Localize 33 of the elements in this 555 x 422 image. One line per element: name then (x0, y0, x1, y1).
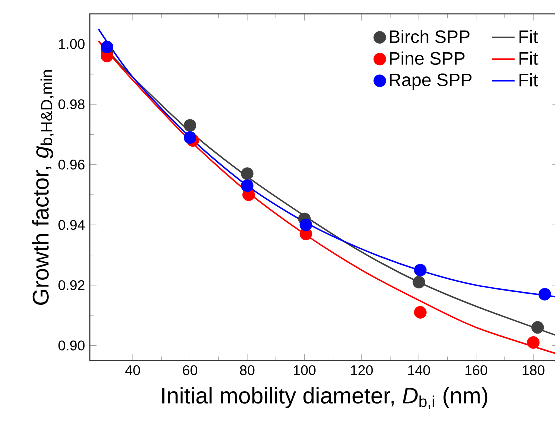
y-axis-title: Growth factor, g$_{b,H&D,min}$ (32, 70, 54, 305)
point (414, 306, 427, 319)
y-tick-label: 0.94 (58, 220, 85, 230)
legend-label: Rape SPP (390, 74, 472, 90)
legend-label: Birch SPP (390, 30, 470, 44)
legend-label: Fit (520, 30, 538, 44)
point (532, 321, 544, 334)
y-tick-label: 0.98 (58, 100, 85, 110)
x-axis-title: Initial mobility diameter, D$_{b,i}$ (nm) (162, 387, 488, 410)
x-tick-label: 40 (126, 366, 140, 376)
x-tick-label: 80 (240, 366, 255, 376)
point (241, 180, 254, 192)
point (100, 41, 114, 54)
point (300, 218, 312, 232)
x-tick-label: 120 (351, 366, 374, 376)
x-tick-label: 180 (522, 366, 545, 376)
point (414, 264, 427, 277)
point (412, 276, 426, 289)
y-tick-label: 0.96 (58, 160, 85, 170)
y-tick-label: 0.90 (58, 340, 85, 351)
y-tick-label: 0.92 (58, 280, 85, 290)
point (184, 119, 196, 132)
point (527, 336, 540, 349)
y-tick-label: 1.00 (59, 39, 85, 50)
point (184, 131, 196, 144)
x-tick-label: 60 (183, 366, 198, 376)
legend-label: Pine SPP (390, 52, 465, 66)
point (241, 168, 254, 180)
x-tick-label: 160 (466, 366, 488, 376)
legend-label: Fit (520, 74, 538, 87)
x-tick-label: 100 (294, 366, 316, 376)
legend-label: Fit (520, 52, 538, 66)
x-tick-label: 140 (408, 366, 430, 376)
